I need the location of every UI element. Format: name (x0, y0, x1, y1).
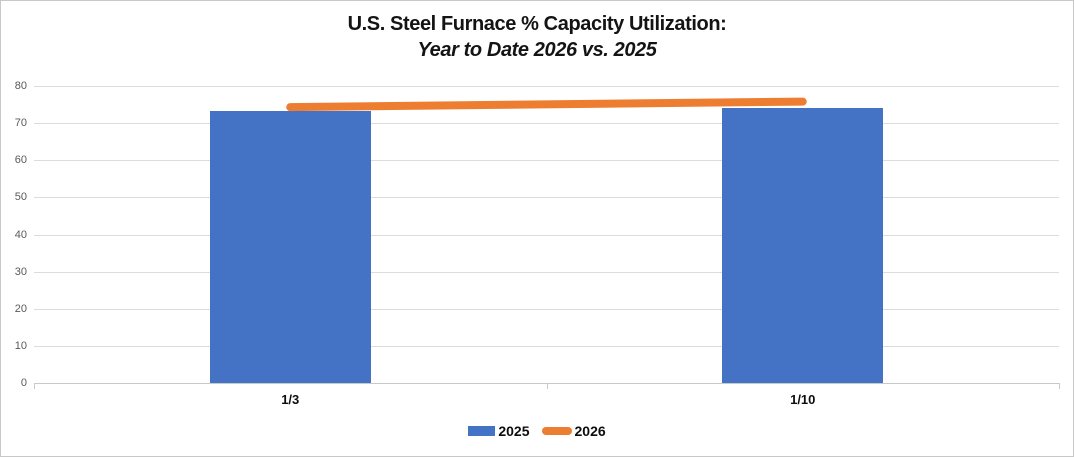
gridline-20 (34, 308, 1059, 310)
gridline-70 (34, 123, 1059, 125)
y-axis-tick-label-30: 30 (14, 265, 27, 278)
legend-label-2026: 2026 (574, 423, 606, 439)
gridline-50 (34, 197, 1059, 199)
bar-2025-1/3 (209, 110, 371, 383)
gridline-60 (34, 160, 1059, 162)
y-axis-tick-label-70: 70 (14, 117, 27, 130)
chart-title: U.S. Steel Furnace % Capacity Utilizatio… (1, 11, 1073, 63)
x-axis-tick (1059, 383, 1060, 389)
legend-bar-swatch-icon (468, 426, 496, 436)
y-axis-tick-label-20: 20 (14, 302, 27, 315)
bar-2025-1/10 (722, 107, 884, 383)
gridline-10 (34, 345, 1059, 347)
legend-item-2025: 2025 (468, 423, 530, 439)
legend-label-2025: 2025 (498, 423, 530, 439)
chart-title-line1: U.S. Steel Furnace % Capacity Utilizatio… (347, 13, 727, 35)
legend: 2025 2026 (1, 423, 1073, 439)
x-axis-tick (546, 383, 548, 389)
y-axis-tick-label-0: 0 (20, 377, 27, 389)
chart-title-line2: Year to Date 2026 vs. 2025 (417, 39, 657, 61)
legend-line-swatch-icon (541, 427, 572, 435)
y-axis-tick-label-80: 80 (14, 80, 27, 92)
y-axis-tick-label-60: 60 (14, 154, 27, 167)
gridline-80 (34, 86, 1059, 87)
y-axis-tick-label-40: 40 (14, 228, 27, 241)
x-axis-label-1/3: 1/3 (281, 392, 300, 407)
x-axis-label-1/10: 1/10 (790, 392, 816, 407)
gridline-30 (34, 271, 1059, 273)
y-axis-tick-label-50: 50 (14, 191, 27, 204)
line-2026 (286, 97, 807, 112)
y-axis-tick-label-10: 10 (14, 339, 27, 352)
x-axis-tick (34, 383, 35, 389)
gridline-40 (34, 234, 1059, 236)
legend-item-2026: 2026 (541, 423, 606, 439)
